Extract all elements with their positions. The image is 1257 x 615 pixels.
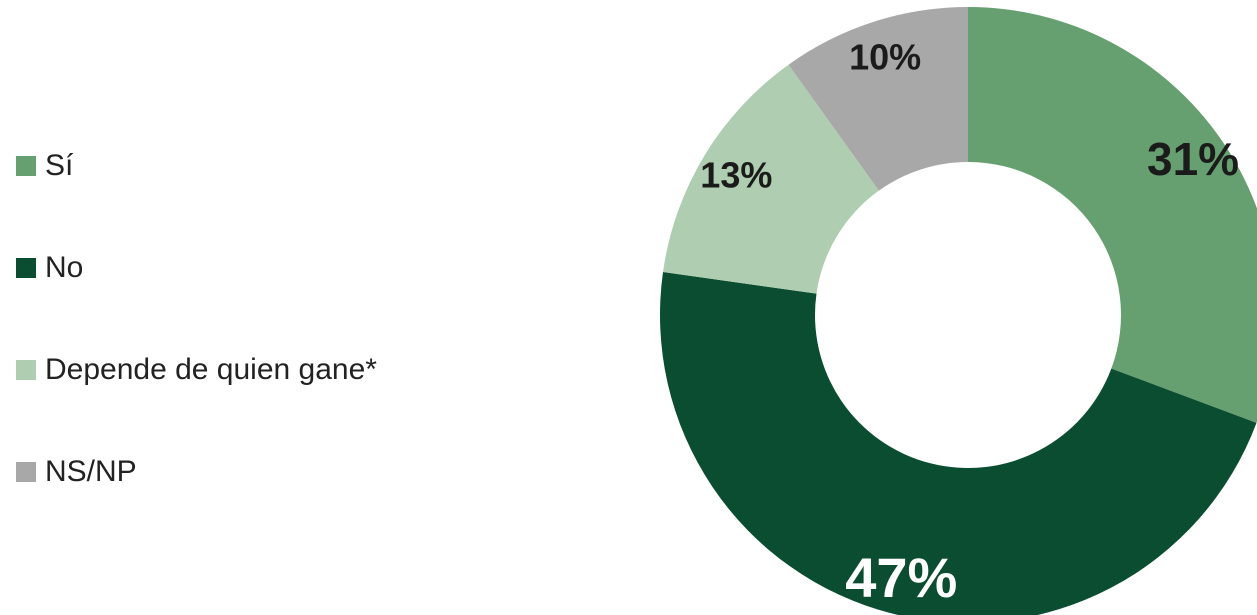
slice-nsnp [788, 7, 968, 191]
label-nsnp: 10% [849, 37, 921, 78]
slice-depende [663, 64, 879, 294]
slice-si [968, 7, 1257, 423]
label-si: 31% [1147, 133, 1239, 185]
legend-item-depende: Depende de quien gane* [16, 344, 377, 396]
legend-label: Depende de quien gane* [45, 353, 377, 386]
legend-label: NS/NP [45, 455, 137, 488]
label-no: 47% [845, 546, 957, 609]
legend-swatch [16, 360, 36, 380]
slice-no [660, 272, 1257, 615]
legend-item-no: No [16, 242, 377, 294]
legend-swatch [16, 258, 36, 278]
slice-labels: 31% 47% 13% 10% [700, 37, 1239, 609]
donut-slices [660, 7, 1257, 615]
legend-swatch [16, 462, 36, 482]
legend-item-si: Sí [16, 140, 377, 192]
label-depende: 13% [700, 154, 772, 195]
legend-swatch [16, 156, 36, 176]
legend-item-nsnp: NS/NP [16, 446, 377, 498]
legend-label: Sí [45, 149, 74, 182]
legend-label: No [45, 251, 84, 284]
chart-legend: Sí No Depende de quien gane* NS/NP [16, 140, 377, 548]
